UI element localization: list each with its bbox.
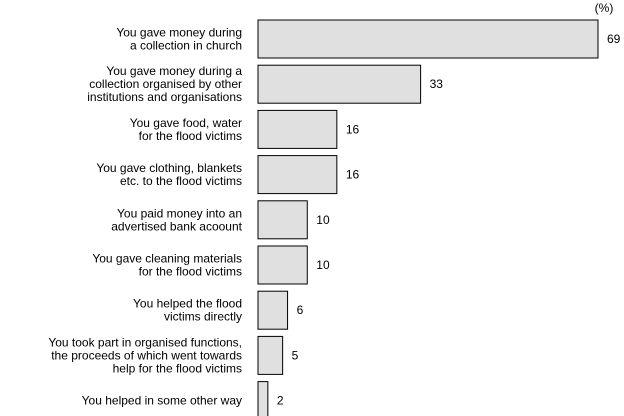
value-label: 10	[316, 213, 330, 227]
category-label: You helped in some other way	[82, 394, 242, 408]
value-label: 33	[430, 77, 444, 91]
bar	[257, 64, 422, 104]
value-label: 16	[346, 122, 360, 136]
bar	[257, 245, 308, 285]
bar	[257, 290, 289, 330]
category-label: You helped the flood victims directly	[133, 297, 242, 324]
bar	[257, 200, 308, 240]
value-label: 6	[297, 303, 304, 317]
value-label: 16	[346, 168, 360, 182]
category-label: You paid money into an advertised bank ac…	[111, 206, 242, 233]
category-label: You took part in organised functions, the…	[48, 335, 242, 375]
value-label: 10	[316, 258, 330, 272]
category-label: You gave clothing, blankets etc. to the f…	[96, 161, 242, 188]
bar	[257, 19, 599, 59]
value-label: 2	[277, 394, 284, 408]
category-label: You gave cleaning materials for the flood…	[92, 252, 242, 279]
category-label: You gave money during a collection in chu…	[116, 26, 242, 53]
bar	[257, 335, 284, 375]
category-label: You gave money during a collection organi…	[87, 64, 242, 104]
unit-label: (%)	[595, 1, 614, 15]
value-label: 69	[607, 32, 621, 46]
bar	[257, 109, 338, 149]
value-label: 5	[292, 348, 299, 362]
bar	[257, 155, 338, 195]
bar	[257, 381, 269, 416]
category-label: You gave food, water for the flood victim…	[130, 116, 242, 143]
